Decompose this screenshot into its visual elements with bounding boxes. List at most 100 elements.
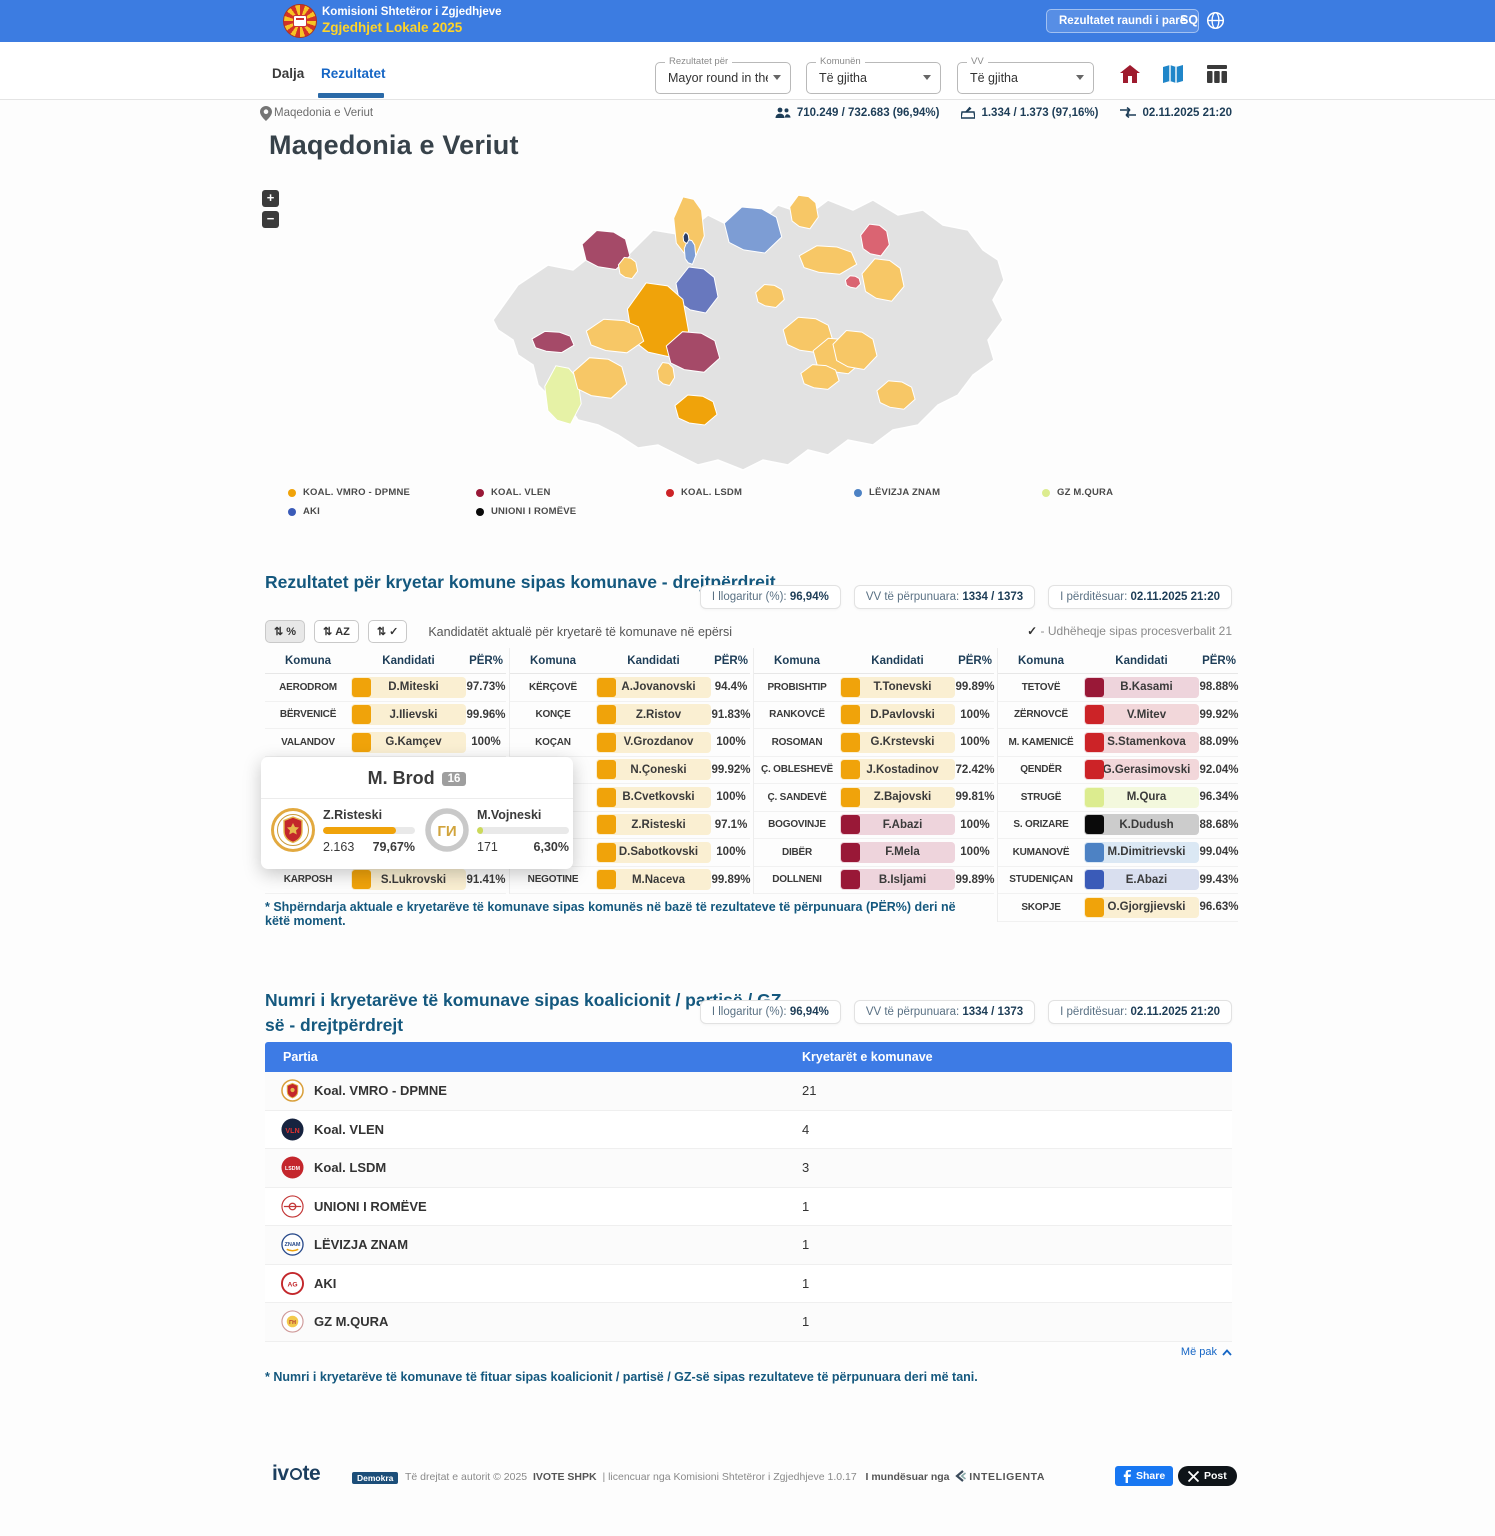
candidate-pill[interactable]: G.Kamçev — [351, 731, 466, 753]
candidate-pill[interactable]: Z.Bajovski — [840, 786, 955, 808]
municipality-region[interactable] — [665, 331, 721, 373]
round-results-button[interactable]: Rezultatet raundi i parë — [1046, 9, 1200, 33]
filter-vv[interactable]: VV Të gjitha — [957, 56, 1094, 94]
tab-rezultatet[interactable]: Rezultatet — [321, 66, 386, 81]
candidate-pill[interactable]: A.Jovanovski — [596, 676, 711, 698]
municipality-region[interactable] — [675, 266, 719, 314]
tab-dalja[interactable]: Dalja — [272, 66, 305, 81]
candidate-pill[interactable]: S.Stamenkova — [1084, 731, 1199, 753]
filter-municipality[interactable]: Komunën Të gjitha — [806, 56, 941, 94]
candidate-pill[interactable]: O.Gjorgjievski — [1084, 896, 1199, 918]
candidate-name: D.Sabotkovski — [618, 846, 699, 859]
candidate-pill[interactable]: D.Sabotkovski — [596, 841, 711, 863]
candidate-pill[interactable]: Z.Ristov — [596, 704, 711, 726]
section2-title: Numri i kryetarëve të komunave sipas koa… — [265, 990, 788, 1035]
municipality-region[interactable] — [798, 245, 858, 275]
sort-by-percent-button[interactable]: ⇅% — [265, 620, 305, 643]
filter-results-for[interactable]: Rezultatet për Mayor round in the ... — [655, 56, 791, 94]
municipality-region[interactable] — [723, 206, 783, 254]
party-color-square — [597, 870, 616, 890]
candidate-pill[interactable]: B.Isljami — [840, 869, 955, 891]
language-selector[interactable]: SQ — [1180, 13, 1199, 27]
facebook-share-button[interactable]: Share — [1115, 1466, 1174, 1486]
candidate-pill[interactable]: G.Krstevski — [840, 731, 955, 753]
party-row[interactable]: VLN Koal. VLEN 4 — [265, 1110, 1232, 1149]
municipality-region[interactable] — [800, 364, 840, 390]
candidate-pill[interactable]: V.Mitev — [1084, 704, 1199, 726]
legend-dot — [854, 488, 862, 497]
party-row[interactable]: UNIONI I ROMËVE 1 — [265, 1187, 1232, 1226]
party-color-square — [841, 732, 860, 752]
party-row[interactable]: AG AKI 1 — [265, 1264, 1232, 1303]
candidate-pill[interactable]: M.Qura — [1084, 786, 1199, 808]
candidate-pill[interactable]: J.Ilievski — [351, 704, 466, 726]
municipality-region[interactable] — [683, 239, 697, 266]
municipality-region[interactable] — [585, 318, 645, 354]
municipality-region[interactable] — [674, 394, 718, 426]
municipality-region[interactable] — [755, 283, 785, 309]
result-row: PROBISHTIP T.Tonevski 99.89% — [754, 674, 995, 702]
municipality-region[interactable] — [656, 361, 676, 387]
sort-alphabetical-button[interactable]: ⇅ AZ — [314, 620, 359, 643]
komuna-label: BOGOVINJE — [768, 819, 826, 831]
footer: iv te Demokra Të drejtat e autorit © 2025… — [0, 1458, 1495, 1498]
section1-footnote: * Shpërndarja aktuale e kryetarëve të ko… — [265, 900, 956, 928]
party-color-square — [1085, 897, 1104, 917]
candidate-pill[interactable]: D.Miteski — [351, 676, 466, 698]
party-color-square — [841, 815, 860, 835]
candidate-pill[interactable]: T.Tonevski — [840, 676, 955, 698]
municipality-region[interactable] — [789, 194, 819, 230]
candidate-pill[interactable]: F.Abazi — [840, 814, 955, 836]
result-row: Ç. OBLESHEVË J.Kostadinov 72.42% — [754, 757, 995, 784]
municipality-region[interactable] — [581, 229, 631, 271]
party-name: AKI — [314, 1275, 337, 1291]
municipality-region[interactable] — [844, 275, 862, 289]
party-color-square — [352, 870, 371, 890]
show-less-link[interactable]: Më pak — [1181, 1346, 1232, 1358]
candidate-pill[interactable]: N.Çoneski — [596, 759, 711, 781]
municipality-region[interactable] — [861, 258, 905, 302]
municipality-region[interactable] — [572, 357, 628, 399]
candidate-pill[interactable]: K.Dudush — [1084, 814, 1199, 836]
candidate-pill[interactable]: E.Abazi — [1084, 869, 1199, 891]
choropleth-map[interactable] — [478, 170, 1018, 482]
candidate-pill[interactable]: Z.Risteski — [596, 814, 711, 836]
inteligenta-logo: INTELIGENTA — [969, 1471, 1046, 1483]
municipality-region[interactable] — [531, 330, 575, 354]
candidate-pill[interactable]: V.Grozdanov — [596, 731, 711, 753]
map-zoom-in-button[interactable]: + — [262, 190, 279, 207]
candidate-pill[interactable]: G.Gerasimovski — [1084, 759, 1199, 781]
party-row[interactable]: ГН GZ M.QURA 1 — [265, 1303, 1232, 1342]
result-row: D.Sabotkovski 100% — [510, 839, 750, 867]
x-post-button[interactable]: Post — [1178, 1466, 1237, 1486]
municipality-region[interactable] — [876, 380, 916, 410]
candidate-name: G.Gerasimovski — [1102, 763, 1191, 776]
municipality-region[interactable] — [617, 256, 639, 280]
globe-icon[interactable] — [1206, 11, 1225, 35]
party-row[interactable]: ZNAM LËVIZJA ZNAM 1 — [265, 1226, 1232, 1265]
candidate-pill[interactable]: M.Naceva — [596, 869, 711, 891]
candidate-pill[interactable]: B.Kasami — [1084, 676, 1199, 698]
home-icon[interactable] — [1119, 64, 1141, 89]
party-color-square — [841, 870, 860, 890]
breadcrumb[interactable]: Maqedonia e Veriut — [274, 107, 374, 119]
municipality-region[interactable] — [860, 223, 890, 257]
candidate-pill[interactable]: B.Cvetkovski — [596, 786, 711, 808]
candidate-pill[interactable]: J.Kostadinov — [840, 759, 955, 781]
result-percent: 96.34% — [1199, 791, 1239, 804]
sort-by-confirmed-button[interactable]: ⇅ ✓ — [367, 620, 408, 643]
municipality-region[interactable] — [682, 232, 690, 244]
map-zoom-out-button[interactable]: − — [262, 211, 279, 228]
candidate-pill[interactable]: F.Mela — [840, 841, 955, 863]
candidate-pill[interactable]: D.Pavlovski — [840, 704, 955, 726]
municipality-region[interactable] — [782, 316, 834, 354]
party-row[interactable]: Koal. VMRO - DPMNE 21 — [265, 1072, 1232, 1111]
municipality-region[interactable] — [832, 329, 878, 371]
result-percent: 100% — [960, 846, 990, 859]
candidate-pill[interactable]: M.Dimitrievski — [1084, 841, 1199, 863]
party-row[interactable]: LSDM Koal. LSDM 3 — [265, 1149, 1232, 1188]
table-view-icon[interactable] — [1206, 64, 1228, 89]
map-view-icon[interactable] — [1162, 64, 1184, 89]
candidate-name: K.Dudush — [1119, 818, 1174, 831]
candidate-pill[interactable]: S.Lukrovski — [351, 869, 466, 891]
